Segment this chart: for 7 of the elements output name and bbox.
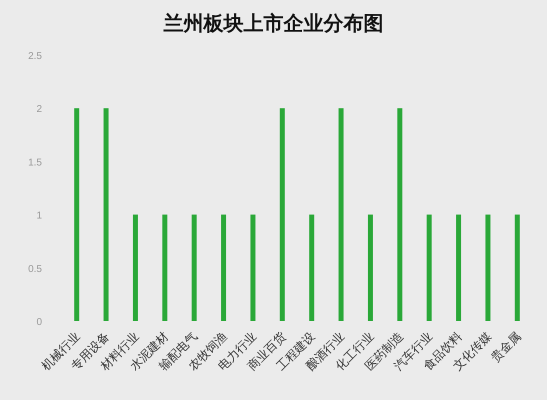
y-tick-label: 2.5: [28, 51, 42, 62]
y-tick-label: 0.5: [28, 264, 42, 275]
y-tick-label: 2: [36, 104, 42, 116]
y-tick-label: 0: [36, 317, 42, 328]
chart-title: 兰州板块上市企业分布图: [162, 12, 384, 35]
y-tick-label: 1.5: [28, 157, 42, 168]
y-tick-label: 1: [36, 210, 42, 222]
